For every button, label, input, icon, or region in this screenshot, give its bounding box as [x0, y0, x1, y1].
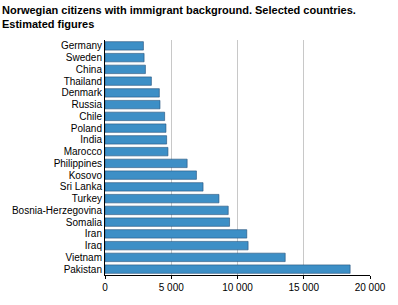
svg-text:Norwegian citizens with immigr: Norwegian citizens with immigrant backgr…	[2, 4, 356, 30]
svg-text:Denmark: Denmark	[61, 87, 103, 98]
svg-text:Germany: Germany	[61, 40, 102, 51]
svg-text:Pakistan: Pakistan	[64, 264, 102, 275]
svg-text:Somalia: Somalia	[66, 217, 103, 228]
svg-text:India: India	[80, 134, 102, 145]
svg-text:Marocco: Marocco	[64, 146, 103, 157]
svg-text:Kosovo: Kosovo	[69, 170, 103, 181]
svg-text:Vietnam: Vietnam	[65, 252, 102, 263]
svg-text:15 000: 15 000	[288, 282, 319, 293]
svg-text:10 000: 10 000	[222, 282, 253, 293]
svg-text:0: 0	[102, 282, 108, 293]
svg-text:Chile: Chile	[79, 111, 102, 122]
svg-text:Iran: Iran	[85, 228, 102, 239]
svg-text:Sweden: Sweden	[66, 52, 102, 63]
svg-text:China: China	[76, 64, 103, 75]
svg-text:Sri Lanka: Sri Lanka	[60, 181, 103, 192]
svg-text:20 000: 20 000	[355, 282, 386, 293]
svg-text:Iraq: Iraq	[85, 240, 102, 251]
svg-text:Philippines: Philippines	[54, 158, 102, 169]
svg-text:Turkey: Turkey	[72, 193, 102, 204]
svg-text:Bosnia-Herzegovina: Bosnia-Herzegovina	[12, 205, 102, 216]
svg-text:Poland: Poland	[71, 123, 102, 134]
svg-text:Russia: Russia	[71, 99, 102, 110]
svg-text:5 000: 5 000	[159, 282, 184, 293]
svg-text:Thailand: Thailand	[64, 76, 102, 87]
